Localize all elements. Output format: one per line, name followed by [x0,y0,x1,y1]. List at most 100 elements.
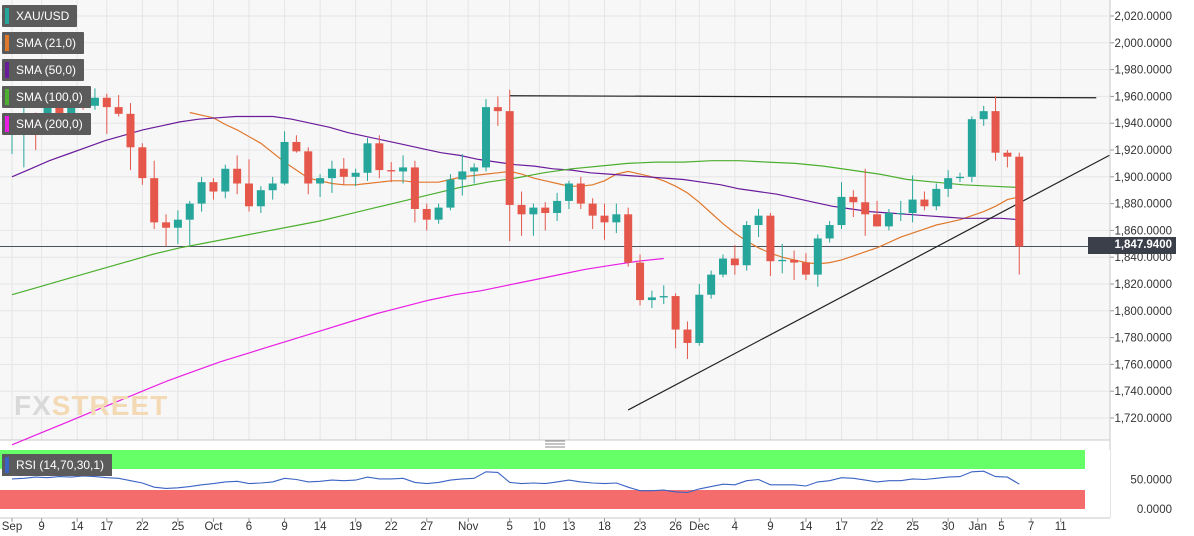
candle [991,96,1000,161]
candle-body [849,196,858,203]
candle [695,284,704,346]
candle [766,212,775,276]
candle [730,245,739,275]
price-tick-label: 1,840.0000 [1114,252,1172,264]
time-tick-label: 14 [71,521,84,533]
candle [209,178,218,200]
candle [553,192,562,222]
candle-body [659,296,668,298]
candle-body [1015,156,1024,247]
candle [458,154,467,196]
candle [446,174,455,211]
candle-body [790,259,799,263]
candle-body [126,113,135,148]
candle [908,175,917,223]
candle [837,182,846,230]
candle-body [719,258,727,275]
candle [363,137,372,181]
price-tick-label: 2,020.0000 [1114,11,1172,23]
sma-line [11,257,664,446]
legend-item-sma50[interactable]: SMA (50,0) [2,59,85,81]
candle [671,293,680,349]
candle [351,168,360,187]
candle [138,143,147,185]
candle [493,96,502,126]
candle [505,89,514,242]
rsi-line [11,470,1020,494]
time-tick-label: 9 [281,521,287,533]
candle-body [612,214,621,223]
candle-body [588,203,597,216]
legend-label: SMA (50,0) [16,63,77,77]
candle-body [825,225,834,239]
candle [932,183,941,211]
rsi-pane: 50.0000 0.0000 [0,450,1172,519]
candle [221,164,230,199]
sma-line [11,115,1020,221]
last-price-tag: 1,847.9400 [1088,237,1176,254]
rsi-overbought-band [0,450,1085,469]
candle [944,170,953,197]
legend-item-sma100[interactable]: SMA (100,0) [2,86,91,108]
candle-body [221,168,230,192]
candle-body [434,207,443,220]
price-tick-label: 1,720.0000 [1114,413,1172,425]
candle-body [482,107,490,168]
time-tick-label: Jan [969,521,988,533]
candle-body [636,262,645,301]
time-tick-label: Nov [458,521,479,533]
time-tick-label: 18 [598,521,611,533]
legend-item-sma21[interactable]: SMA (21,0) [2,32,85,54]
rsi-legend-item[interactable]: RSI (14,70,30,1) [2,454,113,476]
legend-swatch [5,457,9,473]
candle-body [233,168,242,184]
candle-body [873,214,882,227]
time-tick-label: 9 [38,521,44,533]
rsi-label-text: RSI (14,70,30,1) [16,458,105,472]
candle [162,214,171,247]
legend-item-sma200[interactable]: SMA (200,0) [2,113,91,135]
candle-body [209,182,218,192]
candle-body [671,296,680,330]
candle-body [707,274,716,295]
candle-body [470,167,479,172]
candle [256,186,265,213]
candle-body [363,143,372,173]
sma-lines [11,111,1020,446]
candle-body [138,147,147,179]
candle-body [529,207,538,215]
main-pane [0,0,1110,440]
price-tick-label: 1,860.0000 [1114,225,1172,237]
candle-body [114,107,123,114]
time-tick-label: 22 [385,521,398,533]
candle-body [446,179,455,208]
candle-body [162,222,171,228]
candle [399,155,408,184]
candle-body [304,151,313,184]
time-tick-label: 25 [906,521,919,533]
watermark-fx: FX [14,390,52,421]
candle-body [173,219,182,228]
candle [979,105,988,126]
candle-body [410,167,419,209]
candle [624,207,633,267]
time-tick-label: 17 [835,521,848,533]
candle [778,243,787,274]
legend-item-xauusd[interactable]: XAU/USD [2,5,78,27]
price-tick-label: 2,000.0000 [1114,38,1172,50]
legend-swatch [5,62,9,78]
candle-body [375,143,384,171]
candle [884,208,893,231]
candle-body [102,97,111,108]
candle-body [387,170,396,172]
time-tick-label: 5 [506,521,512,533]
time-tick-label: 13 [563,521,576,533]
candle-body [517,204,526,215]
time-tick-label: 23 [634,521,647,533]
candle-body [327,168,336,179]
candle-body [742,225,751,266]
candle-body [600,215,609,223]
candle [920,191,929,211]
sma-line [189,111,1020,265]
